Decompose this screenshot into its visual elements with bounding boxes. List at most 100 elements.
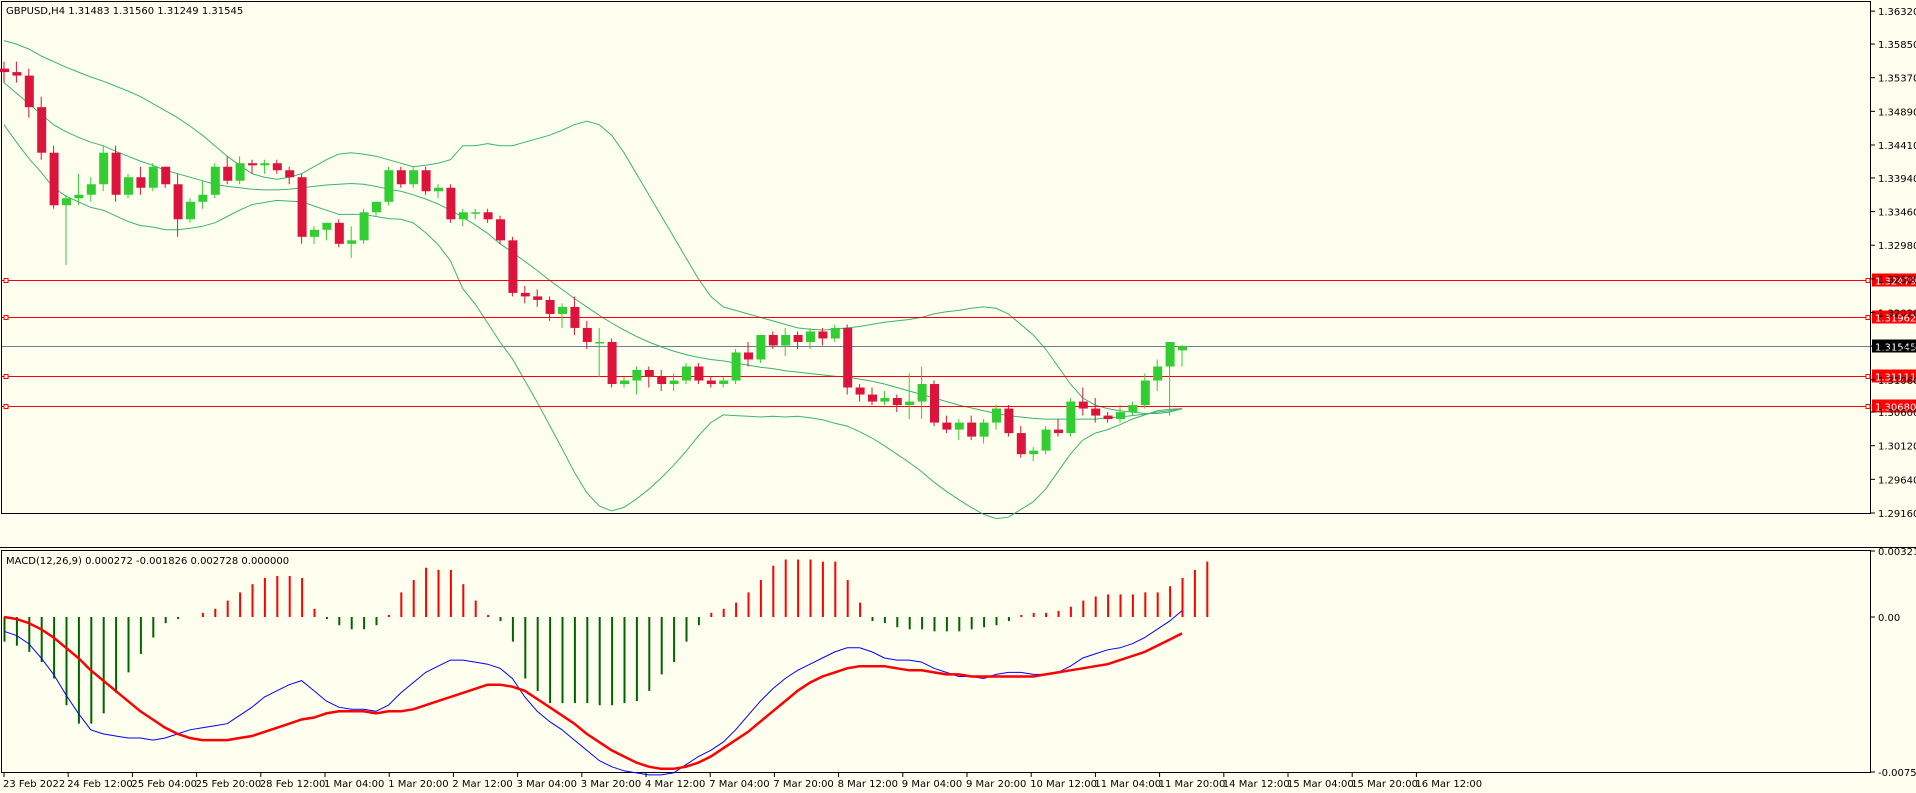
bearish-candle	[508, 240, 518, 293]
bearish-candle	[396, 170, 406, 185]
bullish-candle	[880, 398, 890, 402]
bearish-candle	[223, 166, 233, 181]
price-axis-label: 1.32020	[1878, 309, 1916, 320]
price-panel	[0, 40, 1871, 520]
symbol-info-label: GBPUSD,H4 1.31483 1.31560 1.31249 1.3154…	[6, 6, 243, 17]
bullish-candle	[1165, 341, 1175, 367]
bullish-candle	[632, 370, 642, 381]
bullish-candle	[124, 177, 133, 195]
macd-panel	[3, 559, 1209, 776]
level-price-label: 1.31962	[1875, 314, 1916, 325]
time-axis-label: 15 Mar 20:00	[1351, 779, 1418, 790]
level-price-tag	[1872, 310, 1916, 324]
time-axis-label: 11 Mar 04:00	[1094, 779, 1161, 790]
time-axis-label: 4 Mar 12:00	[645, 779, 705, 790]
time-axis-label: 25 Feb 04:00	[131, 779, 197, 790]
price-axis-label: 1.34890	[1878, 107, 1916, 118]
bearish-candle	[496, 219, 505, 241]
price-axis-label: 1.31540	[1878, 342, 1916, 353]
bearish-candle	[37, 107, 47, 153]
price-axis-label: 1.30120	[1878, 442, 1916, 453]
bullish-candle	[322, 222, 332, 230]
bearish-candle	[421, 170, 431, 192]
price-axis-label: 1.35370	[1878, 74, 1916, 85]
bullish-candle	[558, 306, 567, 314]
bullish-candle	[1140, 380, 1150, 406]
bullish-candle	[359, 212, 369, 241]
price-axis-label: 1.35850	[1878, 40, 1916, 51]
bearish-candle	[644, 370, 654, 378]
price-axis-label: 1.32980	[1878, 241, 1916, 252]
axes: 1.32479 1.31962 1.31111 1.30680 1.31545 1.363…	[3, 7, 1916, 790]
price-axis-label: 1.30600	[1878, 408, 1916, 419]
level-price-tag	[1872, 369, 1916, 383]
bullish-candle	[372, 201, 381, 213]
bullish-candle	[595, 341, 605, 344]
bearish-candle	[607, 341, 617, 385]
bullish-candle	[669, 380, 679, 385]
bullish-candle	[186, 201, 195, 220]
bearish-candle	[1004, 408, 1014, 434]
current-price-tag	[1872, 339, 1916, 353]
macd-panel-frame[interactable]	[1, 550, 1871, 773]
macd-axis-label: 0.003217	[1878, 547, 1916, 558]
bearish-candle	[111, 152, 121, 195]
time-axis-label: 3 Mar 04:00	[517, 779, 577, 790]
level-handle-right	[1865, 374, 1871, 379]
bearish-candle	[1054, 429, 1063, 434]
bullish-candle	[830, 327, 840, 339]
bullish-candle	[806, 331, 815, 342]
time-axis-label: 28 Feb 12:00	[260, 779, 326, 790]
bearish-candle	[1091, 408, 1101, 416]
macd-axis-label: 0.00	[1878, 613, 1900, 624]
bearish-candle	[533, 296, 543, 300]
level-handle-left	[3, 278, 9, 283]
bearish-candle	[706, 380, 716, 385]
time-axis-label: 14 Mar 12:00	[1223, 779, 1290, 790]
level-price-tag	[1872, 399, 1916, 413]
bearish-candle	[892, 398, 902, 406]
bullish-candle	[1116, 412, 1125, 420]
bullish-candle	[682, 366, 691, 381]
price-axis-label: 1.29160	[1878, 509, 1916, 520]
bearish-candle	[49, 152, 59, 206]
time-axis-label: 1 Mar 20:00	[388, 779, 448, 790]
bullish-candle	[74, 194, 84, 199]
price-axis-label: 1.31060	[1878, 376, 1916, 387]
time-axis-label: 15 Mar 04:00	[1287, 779, 1354, 790]
bullish-candle	[384, 170, 394, 202]
bearish-candle	[334, 222, 344, 244]
bullish-candle	[210, 166, 220, 195]
bullish-candle	[620, 380, 629, 385]
bearish-candle	[744, 352, 753, 360]
bullish-candle	[1178, 346, 1187, 351]
macd-info-label: MACD(12,26,9) 0.000272 -0.001826 0.00272…	[6, 556, 289, 567]
price-panel-frame[interactable]	[1, 1, 1871, 514]
bullish-candle	[954, 422, 964, 430]
macd-main-line	[3, 610, 1183, 776]
price-axis-label: 1.33940	[1878, 174, 1916, 185]
bullish-candle	[458, 212, 468, 220]
bullish-candle	[1029, 450, 1039, 455]
bullish-candle	[781, 334, 791, 346]
time-axis-label: 9 Mar 04:00	[902, 779, 962, 790]
level-handle-left	[3, 374, 9, 379]
bullish-candle	[86, 184, 96, 195]
time-axis-label: 25 Feb 20:00	[196, 779, 262, 790]
bullish-candle	[1128, 405, 1138, 413]
bullish-candle	[905, 401, 915, 406]
bullish-candle	[1041, 429, 1051, 451]
bearish-candle	[285, 170, 295, 178]
bearish-candle	[582, 327, 592, 342]
time-axis-label: 24 Feb 12:00	[67, 779, 133, 790]
bullish-candle	[409, 170, 419, 185]
time-axis-label: 9 Mar 20:00	[966, 779, 1026, 790]
time-axis-label: 7 Mar 04:00	[709, 779, 769, 790]
time-axis-label: 3 Mar 20:00	[581, 779, 641, 790]
bullish-candle	[99, 152, 109, 185]
bollinger-middle-band	[3, 82, 1183, 420]
time-axis-label: 11 Mar 20:00	[1159, 779, 1226, 790]
macd-signal-line	[3, 615, 1183, 771]
bearish-candle	[446, 187, 456, 220]
